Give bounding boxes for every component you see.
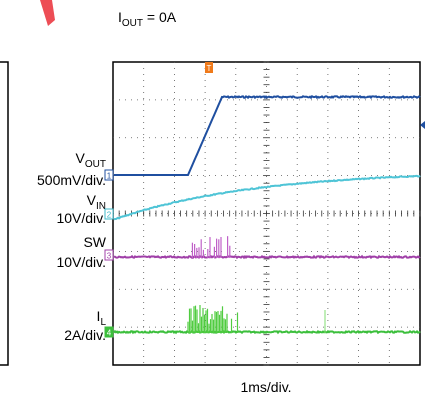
channel-name: VOUT <box>76 150 106 170</box>
channel-marker <box>104 249 114 261</box>
waveforms <box>113 95 425 335</box>
channel-scale: 500mV/div. <box>37 172 106 188</box>
x-scale-label: 1ms/div. <box>240 379 291 395</box>
level-marker <box>420 121 425 129</box>
waveform <box>113 174 421 221</box>
channel-number: 2 <box>107 211 112 220</box>
subscript: IN <box>96 201 106 212</box>
channel-number: 4 <box>107 329 112 338</box>
waveform <box>114 254 421 260</box>
channel-marker <box>104 326 114 338</box>
symbol: I <box>97 308 101 324</box>
channel-marker <box>104 208 114 220</box>
waveform <box>114 95 421 176</box>
symbol: V <box>76 150 86 166</box>
channel-scale: 2A/div. <box>64 327 106 343</box>
decoration <box>40 0 55 26</box>
condition-label: IOUT = 0A <box>118 9 177 29</box>
symbol: V <box>87 192 97 208</box>
channel-name: IL <box>97 308 107 328</box>
trigger-label: T <box>207 64 212 73</box>
channel-name: VIN <box>87 192 106 212</box>
channel-scale: 10V/div. <box>56 254 106 270</box>
grid <box>112 61 421 366</box>
neighbor-screen-edge <box>0 61 9 366</box>
channel-marker <box>104 169 114 181</box>
channel-number: 3 <box>107 252 112 261</box>
waveform <box>113 329 421 335</box>
channel-name: SW <box>83 234 106 250</box>
symbol: I <box>118 9 122 25</box>
symbol: SW <box>83 234 106 250</box>
channel-number: 1 <box>107 172 112 181</box>
trigger-marker <box>205 62 213 73</box>
subscript: L <box>100 317 106 328</box>
subscript: OUT <box>122 18 143 29</box>
condition-text: = 0A <box>143 9 177 25</box>
channel-scale: 10V/div. <box>56 210 106 226</box>
subscript: OUT <box>85 159 106 170</box>
